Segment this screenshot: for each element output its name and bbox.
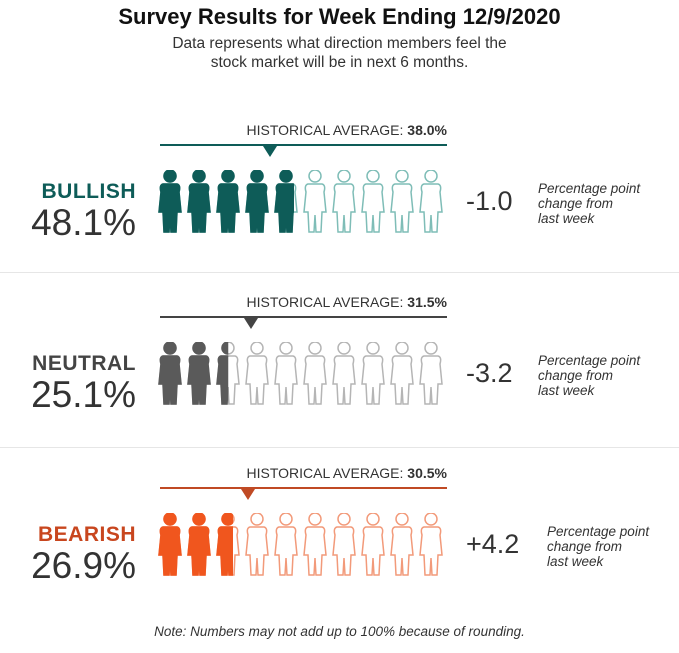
weekly-change-note-line: last week [547,554,604,569]
weekly-change-value: -3.2 [466,358,513,388]
sentiment-percent: 48.1% [31,202,136,243]
panel-bullish: HISTORICAL AVERAGE: 38.0% BULLISH 48.1% -1.… [0,112,679,282]
person-icon [216,170,240,233]
weekly-change-note-line: Percentage point [538,353,641,368]
chart-title: Survey Results for Week Ending 12/9/2020 [118,4,561,29]
historical-average-value: 31.5% [407,294,447,310]
weekly-change-value: +4.2 [466,529,520,559]
weekly-change-note-line: Percentage point [547,524,650,539]
weekly-change-note-line: last week [538,211,595,226]
subtitle-line-2: stock market will be in next 6 months. [210,54,469,71]
person-icon [274,342,298,405]
historical-average-caption: HISTORICAL AVERAGE: [246,465,408,481]
historical-average-line [160,144,447,146]
person-icon [419,513,443,576]
historical-average-value: 30.5% [407,465,447,481]
historical-average-value: 38.0% [407,122,447,138]
person-icon [390,513,414,576]
person-icon [158,342,182,405]
historical-average-marker [244,318,259,329]
person-icon [332,513,356,576]
panel-divider [0,447,679,448]
weekly-change-note: Percentage point change from last week [538,353,673,398]
historical-average-label: HISTORICAL AVERAGE: 30.5% [247,465,448,481]
person-icon [158,513,182,576]
person-icon [158,170,182,233]
person-icon [303,513,327,576]
historical-average-caption: HISTORICAL AVERAGE: [246,294,408,310]
panel-bearish: HISTORICAL AVERAGE: 30.5% BEARISH 26.9% +4.… [0,455,679,625]
weekly-change-note: Percentage point change from last week [547,524,679,569]
person-icon [245,170,269,233]
weekly-change-note-line: change from [538,196,614,211]
pictograph-icons [158,513,443,576]
person-icon [361,170,385,233]
sentiment-percent: 26.9% [31,545,136,586]
person-icon [274,170,298,233]
weekly-change-value: -1.0 [466,186,513,216]
person-icon [361,513,385,576]
person-icon [390,170,414,233]
panel-divider [0,272,679,273]
person-icon [390,342,414,405]
historical-average-caption: HISTORICAL AVERAGE: [246,122,408,138]
sentiment-label: BULLISH [41,180,136,203]
chart-subtitle: Data represents what direction members f… [0,34,679,72]
person-icon [303,170,327,233]
person-icon [303,342,327,405]
person-icon [187,342,211,405]
historical-average-label: HISTORICAL AVERAGE: 38.0% [247,122,448,138]
person-icon [274,513,298,576]
historical-average-label: HISTORICAL AVERAGE: 31.5% [247,294,448,310]
person-icon [361,342,385,405]
weekly-change-note-line: change from [538,368,614,383]
footnote: Note: Numbers may not add up to 100% bec… [154,624,525,639]
person-icon [419,342,443,405]
person-icon [245,342,269,405]
subtitle-line-1: Data represents what direction members f… [172,35,507,52]
person-icon [187,513,211,576]
sentiment-label: BEARISH [37,523,136,546]
person-icon [187,170,211,233]
person-icon [332,170,356,233]
person-icon [419,170,443,233]
person-icon [245,513,269,576]
weekly-change-note-line: Percentage point [538,181,641,196]
pictograph-icons [158,170,443,233]
historical-average-marker [241,489,256,500]
weekly-change-note: Percentage point change from last week [538,181,673,226]
historical-average-line [160,487,447,489]
person-icon [216,342,240,405]
historical-average-marker [263,146,278,157]
person-icon [216,513,240,576]
weekly-change-note-line: last week [538,383,595,398]
person-icon [332,342,356,405]
sentiment-label: NEUTRAL [32,352,136,375]
historical-average-line [160,316,447,318]
pictograph-icons [158,342,443,405]
weekly-change-note-line: change from [547,539,623,554]
panel-neutral: HISTORICAL AVERAGE: 31.5% NEUTRAL 25.1% -3.… [0,284,679,454]
sentiment-percent: 25.1% [31,374,136,415]
